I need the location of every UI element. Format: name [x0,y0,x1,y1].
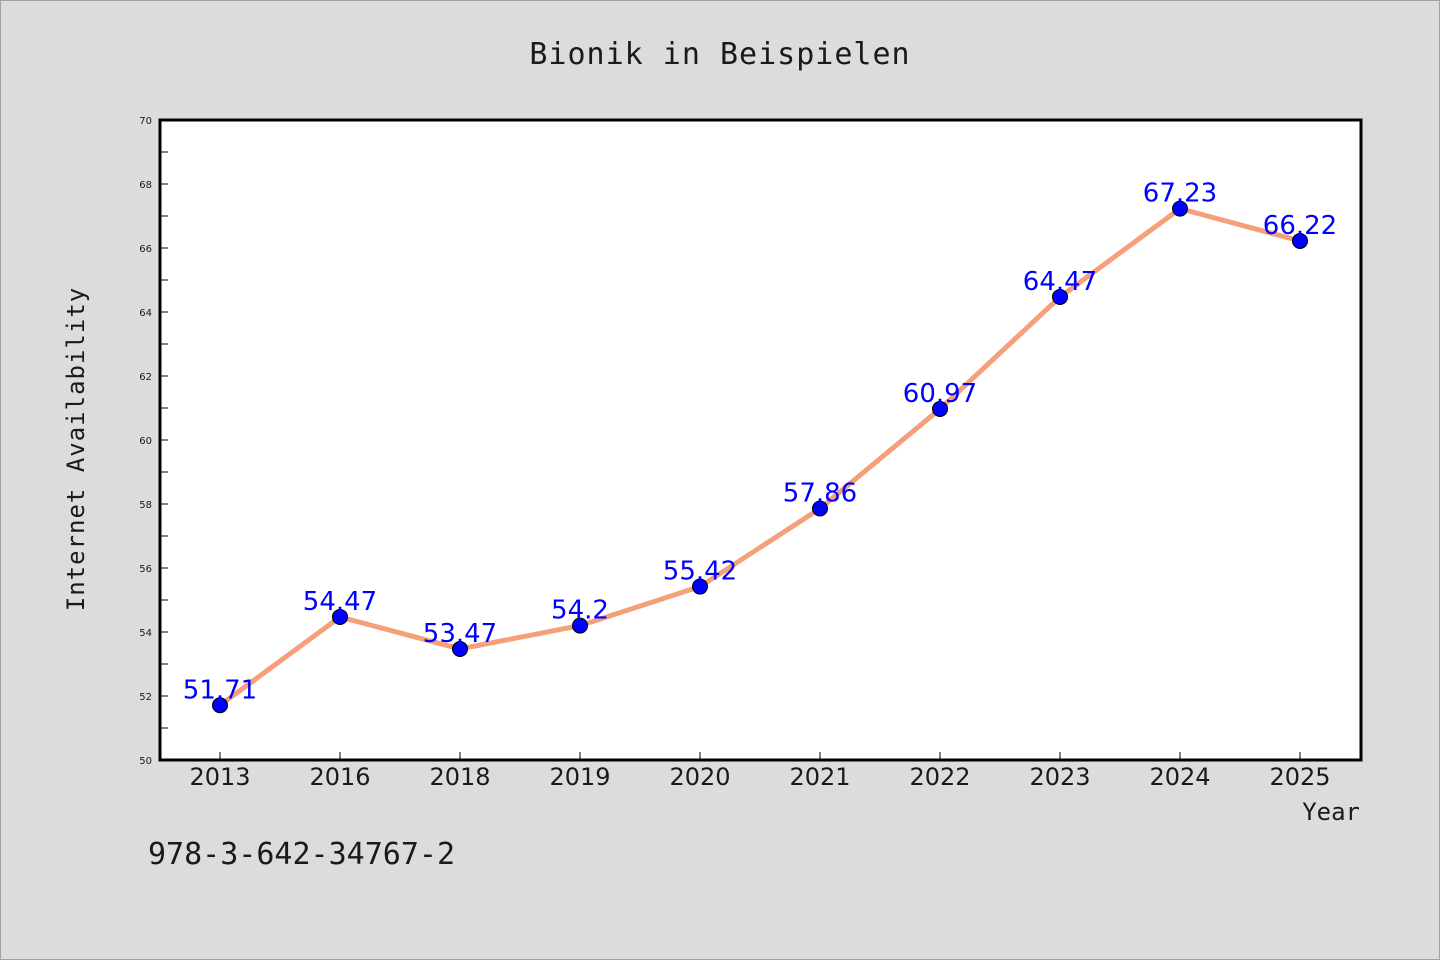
x-tick-label: 2022 [909,763,970,791]
data-label: 54.2 [551,596,609,626]
y-tick-label: 66 [139,244,152,255]
y-tick-label: 58 [139,500,152,511]
y-tick-label: 50 [139,756,152,767]
y-tick-label: 62 [139,372,152,383]
data-point [692,578,708,595]
data-point [452,640,468,657]
series-line [217,206,1303,708]
x-axis-ticks: 2013 2016 2018 2019 2020 2021 2022 2023 2024 2025 [189,752,1331,791]
data-label: 51.71 [183,675,257,705]
y-tick-label: 64 [139,308,152,319]
data-point [1292,232,1308,249]
y-tick-label: 52 [139,692,152,703]
y-tick-label: 54 [139,628,152,639]
data-point [932,400,948,417]
isbn-footer: 978-3-642-34767-2 [148,837,455,872]
data-point [332,608,348,625]
y-axis-ticks: 50 52 54 56 58 60 62 64 66 68 70 [139,116,168,767]
data-labels: 51.71 54.47 53.47 54.2 55.42 57.86 60.97 64.47 6… [183,179,1337,706]
y-tick-label: 56 [139,564,152,575]
x-tick-label: 2016 [309,763,370,791]
data-point [1172,200,1188,217]
data-point [212,697,228,714]
x-tick-label: 2021 [789,763,850,791]
y-tick-label: 68 [139,180,152,191]
y-tick-label: 60 [139,436,152,447]
x-tick-label: 2023 [1029,763,1090,791]
data-label: 53.47 [423,619,497,649]
x-tick-label: 2024 [1149,763,1210,791]
data-label: 55.42 [663,557,737,587]
data-point [572,617,588,634]
y-tick-label: 70 [139,116,152,127]
y-axis-label: Internet Availability [62,287,90,611]
plot-area [158,118,1363,762]
series-markers [212,200,1308,714]
data-point [1052,288,1068,305]
data-point [812,500,828,517]
data-label: 66.22 [1263,211,1337,241]
x-axis-label: Year [1302,798,1360,826]
data-label: 60.97 [903,379,977,409]
chart-title: Bionik in Beispielen [529,37,910,72]
x-tick-label: 2020 [669,763,730,791]
data-label: 67.23 [1143,179,1217,209]
x-tick-label: 2013 [189,763,250,791]
data-label: 57.86 [783,478,857,508]
data-label: 64.47 [1023,267,1097,297]
x-tick-label: 2025 [1269,763,1330,791]
x-tick-label: 2018 [429,763,490,791]
data-label: 54.47 [303,587,377,617]
x-tick-label: 2019 [549,763,610,791]
